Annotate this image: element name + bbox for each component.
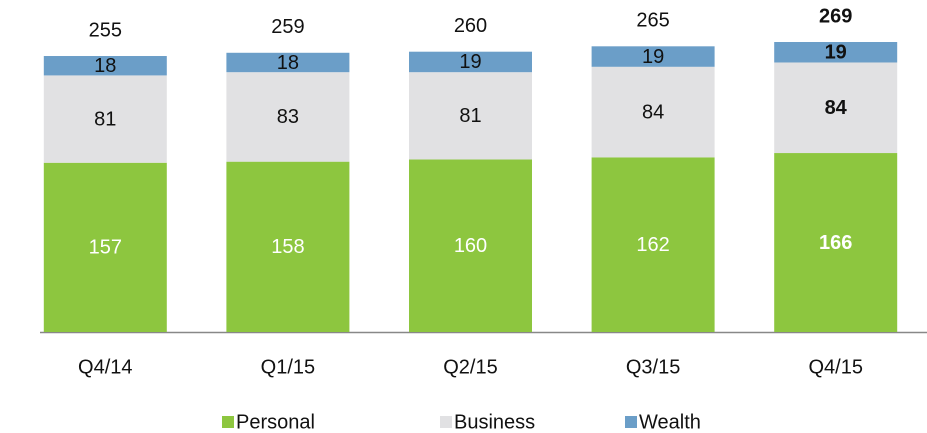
bar-segment — [591, 157, 715, 332]
bar-segment — [43, 162, 167, 332]
bar-segment — [226, 52, 350, 73]
total-label: 260 — [454, 15, 487, 37]
x-tick-label: Q3/15 — [626, 356, 680, 378]
value-label: 18 — [94, 55, 116, 77]
bar-segment — [774, 153, 898, 332]
value-label: 81 — [459, 105, 481, 127]
value-label: 158 — [271, 236, 304, 258]
value-label: 83 — [277, 106, 299, 128]
bar-segment — [409, 51, 532, 73]
bar-segment — [774, 42, 898, 63]
value-label: 19 — [459, 51, 481, 73]
value-label: 162 — [636, 234, 669, 256]
value-label: 84 — [642, 101, 664, 123]
bar-segment — [226, 161, 350, 332]
total-label: 265 — [636, 10, 669, 32]
bar-segment — [591, 46, 715, 67]
bar-segment — [43, 56, 167, 76]
bar-segment — [226, 72, 350, 162]
total-label: 269 — [819, 5, 852, 27]
value-label: 84 — [825, 97, 848, 119]
x-tick-label: Q1/15 — [261, 356, 315, 378]
total-label: 259 — [271, 16, 304, 38]
bar-segment — [43, 75, 167, 163]
value-label: 18 — [277, 52, 299, 74]
x-tick-label: Q4/14 — [78, 356, 132, 378]
value-label: 166 — [819, 232, 852, 254]
legend-label: Wealth — [639, 411, 701, 433]
value-label: 160 — [454, 235, 487, 257]
legend-swatch — [222, 416, 234, 428]
value-label: 19 — [642, 46, 664, 68]
legend-swatch — [625, 416, 637, 428]
legend-label: Personal — [236, 411, 315, 433]
x-tick-label: Q2/15 — [443, 356, 497, 378]
bar-segment — [409, 72, 532, 160]
x-tick-label: Q4/15 — [808, 356, 862, 378]
legend-label: Business — [454, 411, 535, 433]
value-label: 157 — [89, 237, 122, 259]
bar-segment — [409, 159, 532, 332]
value-label: 19 — [825, 42, 847, 64]
bar-segment — [774, 62, 898, 154]
legend-swatch — [440, 416, 452, 428]
bar-segment — [591, 66, 715, 158]
value-label: 81 — [94, 108, 116, 130]
total-label: 255 — [89, 19, 122, 41]
